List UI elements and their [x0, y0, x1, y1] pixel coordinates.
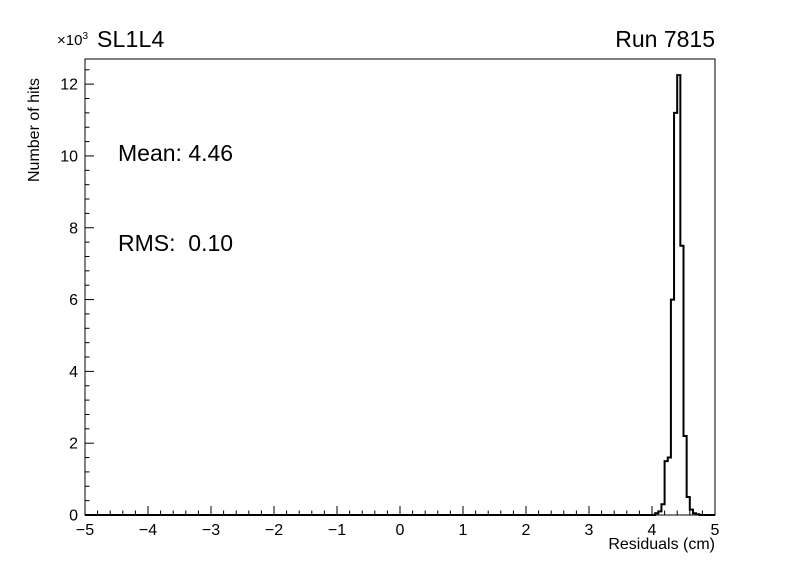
y-axis-multiplier: ×103 [57, 31, 88, 49]
x-tick-label: 4 [648, 522, 657, 539]
x-tick-label: −4 [139, 522, 157, 539]
x-tick-label: 3 [585, 522, 594, 539]
y-tick-label: 10 [60, 148, 78, 165]
y-tick-label: 4 [69, 364, 78, 381]
x-tick-label: 0 [396, 522, 405, 539]
run-number-label: Run 7815 [615, 26, 715, 52]
y-axis-multiplier-base: ×10 [57, 32, 83, 49]
x-tick-label: −3 [202, 522, 220, 539]
y-tick-label: 8 [69, 220, 78, 237]
x-tick-label: 1 [459, 522, 468, 539]
y-tick-label: 2 [69, 436, 78, 453]
plot-title: SL1L4 [97, 26, 165, 52]
stats-box: Mean: 4.46 RMS: 0.10 [118, 78, 233, 288]
x-tick-label: 2 [522, 522, 531, 539]
x-tick-label: 5 [711, 522, 720, 539]
plot-frame [84, 58, 716, 516]
y-tick-label: 12 [60, 77, 78, 94]
y-tick-label: 0 [69, 508, 78, 525]
stats-mean: Mean: 4.46 [118, 140, 234, 166]
histogram-step-line [85, 74, 715, 516]
x-tick-label: −2 [265, 522, 283, 539]
x-axis-title: Residuals (cm) [608, 536, 715, 553]
x-tick-label: −1 [328, 522, 346, 539]
y-axis-multiplier-exponent: 3 [82, 31, 89, 42]
y-tick-label: 6 [69, 292, 78, 309]
x-tick-label: −5 [76, 522, 94, 539]
stats-rms: RMS: 0.10 [118, 230, 234, 256]
